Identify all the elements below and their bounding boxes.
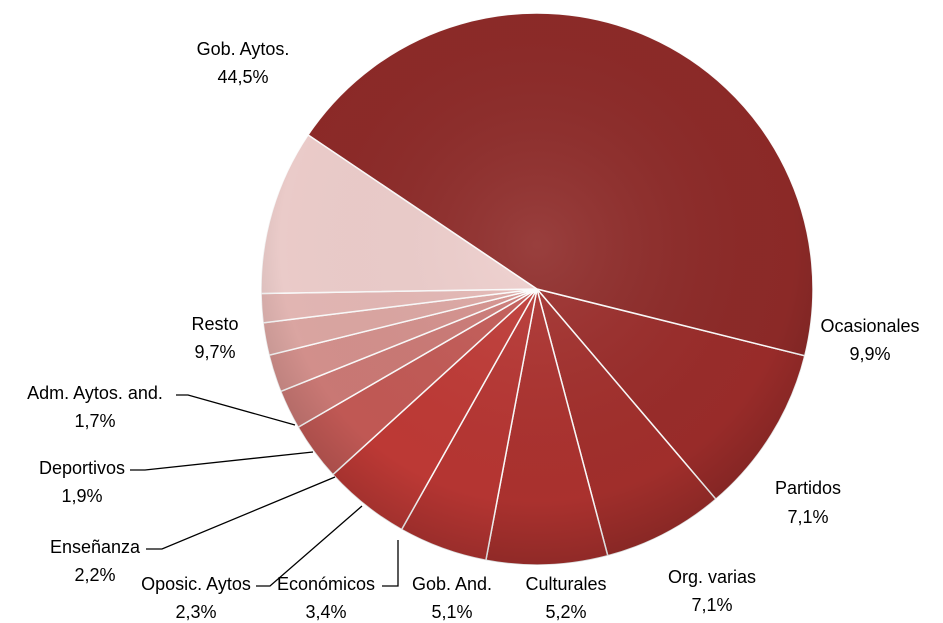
- slice-value-culturales: 5,2%: [545, 602, 586, 622]
- slice-label-oposic-aytos: Oposic. Aytos: [141, 574, 251, 594]
- leader-line-ensenanza: [146, 476, 336, 550]
- slice-value-gob-and: 5,1%: [431, 602, 472, 622]
- slice-label-resto: Resto: [191, 314, 238, 334]
- slice-value-adm-aytos-and: 1,7%: [74, 411, 115, 431]
- slice-label-gob-aytos: Gob. Aytos.: [197, 39, 290, 59]
- slice-label-adm-aytos-and: Adm. Aytos. and.: [27, 383, 163, 403]
- slice-label-deportivos: Deportivos: [39, 458, 125, 478]
- slice-value-gob-aytos: 44,5%: [217, 67, 268, 87]
- slice-value-deportivos: 1,9%: [61, 486, 102, 506]
- slice-label-economicos: Económicos: [277, 574, 375, 594]
- leader-lines: [130, 394, 399, 587]
- slice-value-ocasionales: 9,9%: [849, 344, 890, 364]
- slice-label-org-varias: Org. varias: [668, 567, 756, 587]
- slice-label-partidos: Partidos: [775, 478, 841, 498]
- slice-value-oposic-aytos: 2,3%: [175, 602, 216, 622]
- leader-line-deportivos: [130, 451, 314, 471]
- slice-labels: Ocasionales 9,9% Partidos 7,1% Org. varias 7,…: [27, 39, 919, 622]
- slice-label-gob-and: Gob. And.: [412, 574, 492, 594]
- slice-value-resto: 9,7%: [194, 342, 235, 362]
- slice-label-ensenanza: Enseñanza: [50, 537, 141, 557]
- slice-label-culturales: Culturales: [525, 574, 606, 594]
- slice-label-ocasionales: Ocasionales: [820, 316, 919, 336]
- leader-line-oposic-aytos: [256, 505, 363, 587]
- slice-value-partidos: 7,1%: [787, 507, 828, 527]
- slice-value-org-varias: 7,1%: [691, 595, 732, 615]
- leader-line-economicos: [382, 540, 399, 587]
- slice-value-economicos: 3,4%: [305, 602, 346, 622]
- slice-value-ensenanza: 2,2%: [74, 565, 115, 585]
- leader-line-adm-aytos-and: [176, 394, 296, 426]
- pie-slices: [260, 12, 814, 566]
